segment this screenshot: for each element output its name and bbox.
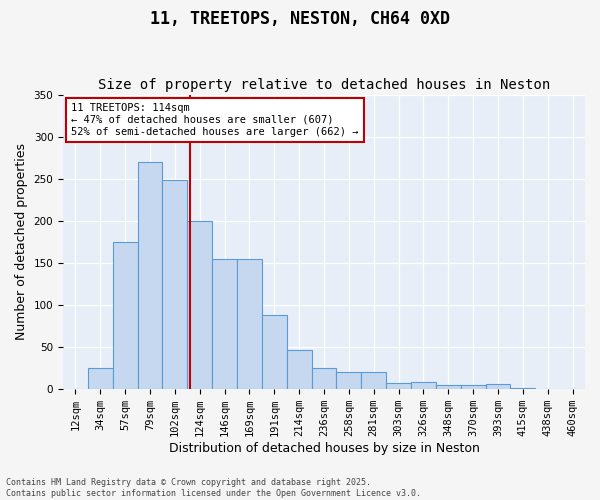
Bar: [461, 385, 485, 389]
Bar: [436, 385, 461, 389]
Title: Size of property relative to detached houses in Neston: Size of property relative to detached ho…: [98, 78, 550, 92]
Bar: [187, 221, 212, 389]
Bar: [337, 372, 361, 389]
Bar: [386, 384, 411, 389]
Bar: [88, 368, 113, 389]
Text: 11 TREETOPS: 114sqm
← 47% of detached houses are smaller (607)
52% of semi-detac: 11 TREETOPS: 114sqm ← 47% of detached ho…: [71, 104, 358, 136]
Bar: [137, 162, 163, 389]
Bar: [287, 350, 311, 389]
Bar: [237, 258, 262, 389]
Text: Contains HM Land Registry data © Crown copyright and database right 2025.
Contai: Contains HM Land Registry data © Crown c…: [6, 478, 421, 498]
Bar: [212, 258, 237, 389]
Bar: [311, 368, 337, 389]
Text: 11, TREETOPS, NESTON, CH64 0XD: 11, TREETOPS, NESTON, CH64 0XD: [150, 10, 450, 28]
Bar: [411, 382, 436, 389]
Bar: [262, 315, 287, 389]
Bar: [113, 242, 137, 389]
Bar: [361, 372, 386, 389]
Bar: [485, 384, 511, 389]
X-axis label: Distribution of detached houses by size in Neston: Distribution of detached houses by size …: [169, 442, 479, 455]
Bar: [511, 388, 535, 389]
Y-axis label: Number of detached properties: Number of detached properties: [15, 144, 28, 340]
Bar: [163, 180, 187, 389]
